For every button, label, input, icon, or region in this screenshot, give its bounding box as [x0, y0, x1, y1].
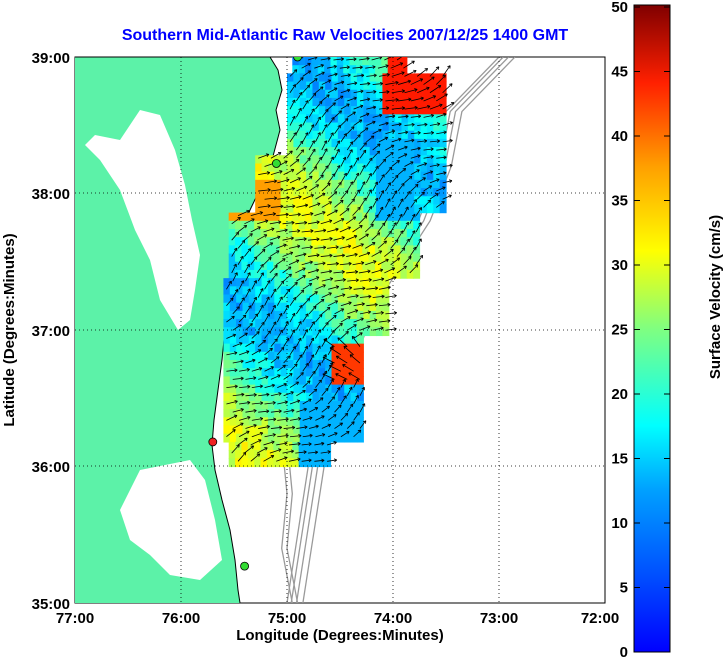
y-axis-label: Latitude (Degrees:Minutes) [1, 233, 18, 426]
chart-title: Southern Mid-Atlantic Raw Velocities 200… [122, 27, 569, 44]
x-tick-label: 75:00 [268, 610, 306, 627]
colorbar-tick-label: 0 [620, 644, 628, 659]
colorbar-tick-label: 10 [611, 515, 628, 532]
y-tick-label: 38:00 [32, 186, 70, 203]
x-tick-label: 72:00 [581, 610, 619, 627]
chesapeake-bay [85, 110, 200, 330]
velocity-vectors [226, 57, 455, 463]
y-tick-label: 39:00 [32, 50, 70, 67]
colorbar-tick-label: 30 [611, 257, 628, 274]
colorbar-tick-label: 45 [611, 64, 628, 81]
colorbar-label: Surface Velocity (cm/s) [707, 215, 724, 379]
y-tick-label: 36:00 [32, 459, 70, 476]
colorbar-tick-label: 40 [611, 128, 628, 145]
pamlico-sound [120, 460, 222, 580]
y-axis: 39:00 38:00 37:00 36:00 35:00 Latitude (… [1, 50, 70, 613]
colorbar-tick-label: 15 [611, 451, 628, 468]
x-tick-label: 73:00 [480, 610, 518, 627]
colorbar-scale [633, 4, 671, 653]
station-marker [271, 159, 281, 168]
x-tick-label: 74:00 [374, 610, 412, 627]
velocity-field [223, 57, 447, 468]
x-axis-label: Longitude (Degrees:Minutes) [236, 627, 444, 644]
station-marker [240, 561, 250, 571]
y-tick-label: 37:00 [32, 323, 70, 340]
grid-lines [75, 57, 605, 603]
x-tick-label: 76:00 [162, 610, 200, 627]
colorbar-tick-label: 5 [620, 580, 628, 597]
y-tick-label: 35:00 [32, 596, 70, 613]
colorbar-tick-label: 20 [611, 386, 628, 403]
colorbar-tick-label: 50 [611, 0, 628, 16]
colorbar-tick-label: 25 [611, 322, 628, 339]
x-tick-label: 77:00 [56, 610, 94, 627]
x-axis: 77:00 76:00 75:00 74:00 73:00 72:00 Long… [56, 610, 619, 644]
station-marker [293, 57, 302, 62]
colorbar-tick-label: 35 [611, 193, 628, 210]
station-markers [208, 57, 302, 571]
station-marker [208, 437, 218, 447]
